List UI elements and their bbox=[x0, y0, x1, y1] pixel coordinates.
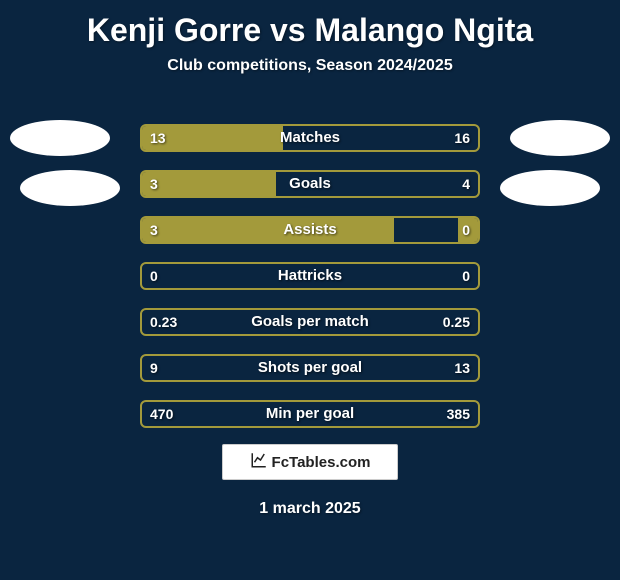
stat-row: 0.230.25Goals per match bbox=[140, 308, 480, 336]
stat-row: 913Shots per goal bbox=[140, 354, 480, 382]
date-label: 1 march 2025 bbox=[0, 500, 620, 518]
stat-label: Min per goal bbox=[142, 402, 478, 426]
stat-label: Goals per match bbox=[142, 310, 478, 334]
stat-label: Hattricks bbox=[142, 264, 478, 288]
stat-row: 1316Matches bbox=[140, 124, 480, 152]
stat-label: Goals bbox=[142, 172, 478, 196]
brand-badge: FcTables.com bbox=[222, 444, 398, 480]
stat-row: 30Assists bbox=[140, 216, 480, 244]
page-subtitle: Club competitions, Season 2024/2025 bbox=[0, 57, 620, 75]
stat-row: 34Goals bbox=[140, 170, 480, 198]
page-title: Kenji Gorre vs Malango Ngita bbox=[0, 0, 620, 49]
stat-label: Matches bbox=[142, 126, 478, 150]
player-right-photo-2 bbox=[500, 170, 600, 206]
stat-label: Shots per goal bbox=[142, 356, 478, 380]
player-right-photo-1 bbox=[510, 120, 610, 156]
stat-row: 00Hattricks bbox=[140, 262, 480, 290]
player-left-photo-1 bbox=[10, 120, 110, 156]
player-left-photo-2 bbox=[20, 170, 120, 206]
stat-row: 470385Min per goal bbox=[140, 400, 480, 428]
stat-label: Assists bbox=[142, 218, 478, 242]
brand-text: FcTables.com bbox=[272, 454, 371, 471]
comparison-rows: 1316Matches 34Goals 30Assists 00Hattricks 0.… bbox=[140, 124, 480, 446]
chart-icon bbox=[250, 451, 268, 474]
